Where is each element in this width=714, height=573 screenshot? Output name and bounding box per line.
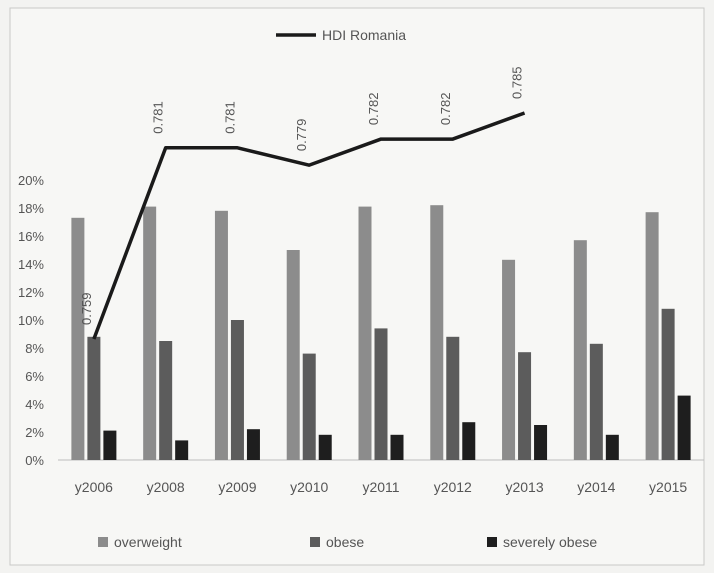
hdi-data-label: 0.785	[510, 66, 525, 99]
y-tick-label: 14%	[18, 257, 44, 272]
bar-obese-y2013	[518, 352, 532, 460]
legend-label-hdi: HDI Romania	[322, 27, 406, 43]
bar-severely-obese-y2013	[534, 425, 548, 460]
bar-obese-y2012	[446, 336, 460, 460]
x-tick-label: y2014	[577, 479, 615, 495]
x-tick-label: y2008	[147, 479, 185, 495]
bar-severely-obese-y2015	[677, 395, 691, 460]
x-tick-label: y2012	[434, 479, 472, 495]
bar-obese-y2006	[87, 336, 101, 460]
y-tick-label: 8%	[25, 341, 44, 356]
y-tick-label: 16%	[18, 229, 44, 244]
bar-overweight-y2006	[71, 217, 85, 460]
legend-swatch-overweight	[98, 537, 108, 547]
legend-label-overweight: overweight	[114, 534, 182, 550]
y-tick-label: 10%	[18, 313, 44, 328]
bar-overweight-y2008	[143, 206, 157, 460]
bars-layer	[71, 205, 691, 460]
bar-severely-obese-y2012	[462, 422, 476, 460]
x-tick-label: y2006	[75, 479, 113, 495]
x-tick-label: y2009	[218, 479, 256, 495]
bar-overweight-y2010	[286, 250, 300, 460]
bar-overweight-y2014	[573, 240, 587, 460]
bar-obese-y2010	[302, 353, 316, 460]
hdi-data-label: 0.781	[222, 101, 237, 134]
bar-obese-y2014	[589, 343, 603, 460]
hdi-data-label: 0.782	[366, 93, 381, 126]
y-tick-label: 20%	[18, 173, 44, 188]
bar-obese-y2015	[661, 308, 675, 460]
hdi-line	[92, 111, 526, 340]
legend-label-obese: obese	[326, 534, 364, 550]
chart-frame	[9, 7, 705, 566]
hdi-data-label: 0.779	[294, 119, 309, 152]
bar-overweight-y2009	[214, 210, 228, 460]
y-tick-label: 4%	[25, 397, 44, 412]
y-tick-label: 6%	[25, 369, 44, 384]
legend-swatch-obese	[310, 537, 320, 547]
x-tick-label: y2011	[362, 479, 399, 495]
bar-obese-y2011	[374, 328, 388, 460]
y-tick-label: 18%	[18, 201, 44, 216]
y-tick-label: 0%	[25, 453, 44, 468]
hdi-data-label: 0.759	[79, 292, 94, 325]
bar-severely-obese-y2008	[175, 440, 189, 460]
legend-layer: HDI Romania overweight obese severely obese	[98, 27, 597, 550]
y-tick-label: 12%	[18, 285, 44, 300]
x-tick-label: y2013	[505, 479, 543, 495]
bar-obese-y2009	[230, 320, 244, 460]
bar-obese-y2008	[159, 341, 173, 460]
bar-severely-obese-y2010	[318, 434, 332, 460]
legend-swatch-severely-obese	[487, 537, 497, 547]
x-tick-label: y2015	[649, 479, 687, 495]
x-tick-label: y2010	[290, 479, 328, 495]
legend-label-severely-obese: severely obese	[503, 534, 597, 550]
bar-severely-obese-y2006	[103, 430, 117, 460]
hdi-data-label: 0.781	[151, 101, 166, 134]
bar-overweight-y2011	[358, 206, 372, 460]
bar-severely-obese-y2014	[605, 434, 619, 460]
line-layer: 0.759 0.781 0.781 0.779 0.782 0.782 0.785	[79, 66, 526, 340]
bar-severely-obese-y2011	[390, 434, 404, 460]
bar-overweight-y2015	[645, 212, 659, 460]
bar-overweight-y2013	[502, 259, 516, 460]
bar-severely-obese-y2009	[246, 429, 260, 460]
y-tick-label: 2%	[25, 425, 44, 440]
hdi-data-label: 0.782	[438, 93, 453, 126]
bar-overweight-y2012	[430, 205, 444, 460]
